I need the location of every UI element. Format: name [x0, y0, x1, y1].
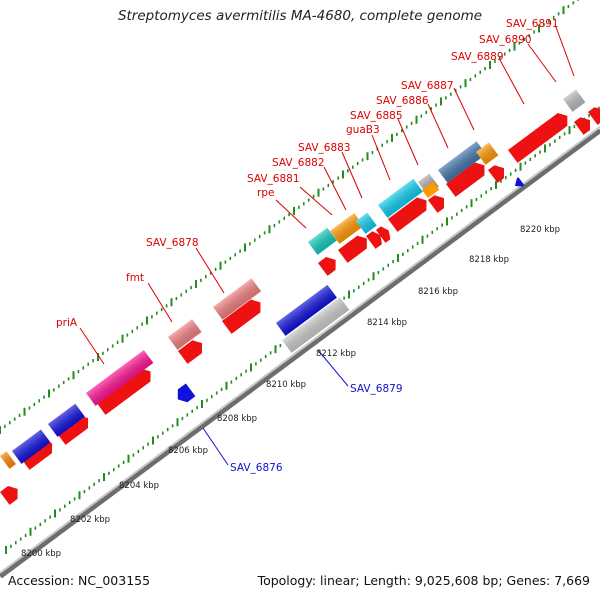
- map-title: Streptomyces avermitilis MA-4680, comple…: [117, 8, 483, 24]
- gene-block[interactable]: [356, 212, 377, 234]
- gene-arrow[interactable]: [488, 162, 509, 183]
- tick-label: 8200 kbp: [21, 549, 61, 559]
- upper-tick-track: [0, 0, 580, 434]
- gene-arrow[interactable]: [446, 159, 489, 197]
- gene-label-fmt[interactable]: fmt: [126, 272, 144, 284]
- gene-arrow[interactable]: [20, 437, 57, 470]
- gene-arrow[interactable]: [173, 383, 196, 405]
- gene-block[interactable]: [213, 278, 262, 320]
- tick-label: 8214 kbp: [367, 318, 407, 328]
- gene-label-rpe[interactable]: rpe: [257, 187, 274, 199]
- gene-block[interactable]: [438, 141, 487, 183]
- gene-label-sav6879[interactable]: SAV_6879: [350, 383, 403, 395]
- tick-label: 8208 kbp: [217, 414, 257, 424]
- gene-arrow[interactable]: [428, 192, 449, 213]
- gene-arrow[interactable]: [96, 365, 155, 415]
- gene-arrow[interactable]: [588, 104, 600, 125]
- tick-label: 8206 kbp: [168, 446, 208, 456]
- gene-arrow[interactable]: [178, 337, 207, 364]
- gene-arrow[interactable]: [574, 114, 595, 135]
- gene-label-sav6885[interactable]: SAV_6885: [350, 110, 403, 122]
- gene-label-sav6876[interactable]: SAV_6876: [230, 462, 283, 474]
- gene-block[interactable]: [330, 213, 364, 244]
- gene-label-sav6882[interactable]: SAV_6882: [272, 157, 325, 169]
- tick-label: 8220 kbp: [520, 225, 560, 235]
- gene-label-sav6878[interactable]: SAV_6878: [146, 237, 199, 249]
- gene-label-sav6887[interactable]: SAV_6887: [401, 80, 454, 92]
- gene-arrow[interactable]: [512, 177, 525, 190]
- tick-label: 8204 kbp: [119, 481, 159, 491]
- gene-arrow[interactable]: [508, 109, 572, 163]
- gene-label-sav6881[interactable]: SAV_6881: [247, 173, 300, 185]
- gene-block[interactable]: [0, 451, 16, 469]
- gene-label-sav6891[interactable]: SAV_6891: [506, 18, 559, 30]
- gene-block[interactable]: [282, 297, 350, 353]
- gene-label-sav6883[interactable]: SAV_6883: [298, 142, 351, 154]
- tick-label: 8218 kbp: [469, 255, 509, 265]
- gene-arrow[interactable]: [318, 253, 340, 276]
- gene-label-sav6886[interactable]: SAV_6886: [376, 95, 429, 107]
- gene-block[interactable]: [308, 227, 337, 255]
- gene-label-sav6889[interactable]: SAV_6889: [451, 51, 504, 63]
- backbone: [0, 126, 600, 579]
- gene-label-priA[interactable]: priA: [56, 317, 78, 329]
- tick-label: 8202 kbp: [70, 515, 110, 525]
- gene-block[interactable]: [86, 350, 154, 406]
- gene-label-sav6890[interactable]: SAV_6890: [479, 34, 532, 46]
- tick-labels: 8200 kbp 8202 kbp 8204 kbp 8206 kbp 8208…: [21, 225, 560, 559]
- gene-block[interactable]: [12, 429, 51, 464]
- gene-arrow[interactable]: [222, 296, 265, 334]
- gene-arrow[interactable]: [388, 194, 431, 232]
- gene-arrow[interactable]: [338, 232, 372, 263]
- gene-block[interactable]: [48, 403, 85, 437]
- gene-arrow[interactable]: [366, 229, 385, 249]
- tick-label: 8212 kbp: [316, 349, 356, 359]
- forward-strand-genes: [0, 89, 586, 469]
- gene-arrow[interactable]: [376, 224, 394, 243]
- gene-labels: priA fmt SAV_6878 rpe SAV_6881 SAV_6882 …: [56, 18, 559, 474]
- gene-block[interactable]: [378, 178, 423, 218]
- gene-block[interactable]: [168, 319, 202, 350]
- gene-arrow[interactable]: [0, 482, 22, 505]
- gene-block[interactable]: [422, 181, 440, 199]
- tick-label: 8210 kbp: [266, 380, 306, 390]
- reverse-strand-genes: [0, 104, 600, 505]
- tick-label: 8216 kbp: [418, 287, 458, 297]
- gene-block[interactable]: [476, 142, 499, 165]
- topology-text: Topology: linear; Length: 9,025,608 bp; …: [257, 573, 590, 588]
- label-leaders: [79, 26, 575, 466]
- accession-text: Accession: NC_003155: [8, 573, 151, 588]
- gene-block[interactable]: [563, 89, 586, 112]
- gene-arrow[interactable]: [56, 412, 93, 445]
- gene-label-guaB3[interactable]: guaB3: [346, 124, 380, 136]
- gene-block[interactable]: [276, 284, 337, 336]
